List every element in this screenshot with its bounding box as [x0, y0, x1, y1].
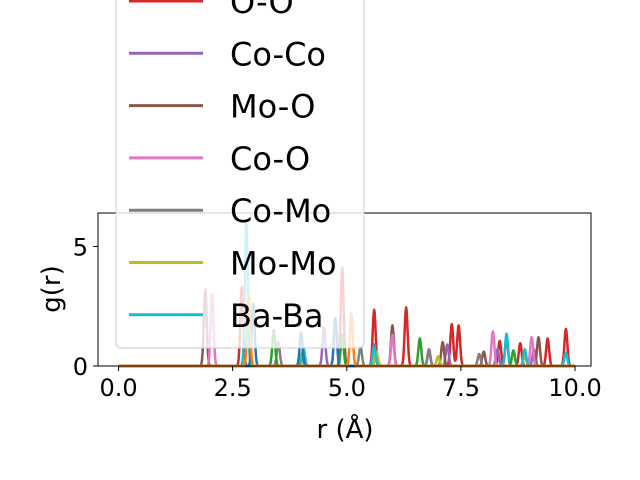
x-tick-label: 7.5 [442, 374, 480, 402]
legend-label: Mo-Mo [230, 245, 337, 283]
legend-label: Co-O [230, 140, 310, 178]
legend-label: Co-Mo [230, 192, 331, 230]
x-axis-label: r (Å) [316, 413, 373, 445]
y-tick-label: 5 [73, 233, 88, 261]
legend: O-O Co-Co Mo-O Co-O Co-Mo Mo-Mo Ba-Ba [115, 0, 365, 349]
x-tick-label: 2.5 [214, 374, 252, 402]
y-tick-label: 0 [73, 353, 88, 381]
legend-label: Mo-O [230, 88, 315, 126]
y-axis: 05 [73, 233, 98, 381]
legend-box [115, 0, 365, 349]
x-axis: 0.0 2.5 5.0 7.5 10.0 [99, 366, 602, 402]
legend-label: O-O [230, 0, 294, 21]
legend-label: Co-Co [230, 35, 326, 73]
x-tick-label: 5.0 [328, 374, 366, 402]
x-tick-label: 10.0 [548, 374, 601, 402]
x-tick-label: 0.0 [99, 374, 137, 402]
legend-label: Ba-Ba [230, 297, 324, 335]
y-axis-label: g(r) [37, 265, 67, 312]
